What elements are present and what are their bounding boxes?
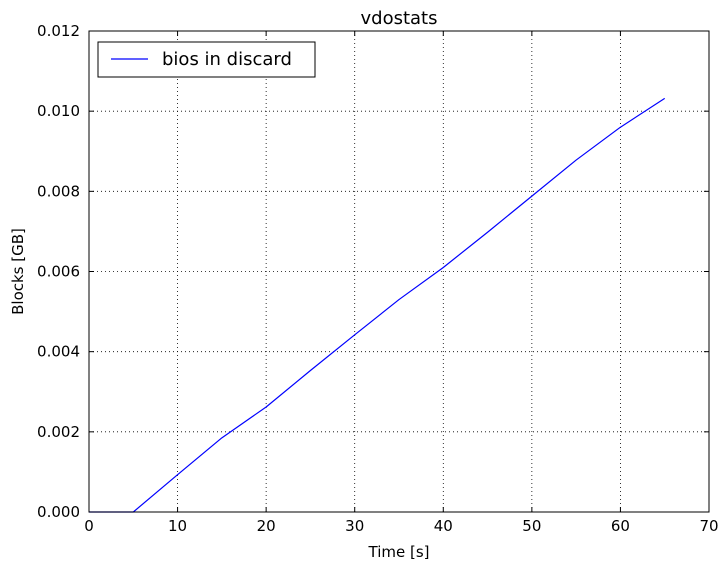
chart-title: vdostats: [361, 8, 438, 29]
x-tick-label: 50: [522, 517, 541, 535]
legend: bios in discard: [97, 41, 316, 78]
x-tick-label: 10: [168, 517, 187, 535]
series-line-bios-in-discard: [89, 97, 666, 513]
y-tick-label: 0.012: [37, 22, 80, 40]
series-layer: [89, 97, 666, 513]
y-tick-label: 0.008: [37, 182, 80, 200]
y-tick-label: 0.000: [37, 503, 80, 521]
grid-layer: [89, 31, 709, 512]
y-tick-label: 0.006: [37, 263, 80, 281]
x-tick-label: 60: [611, 517, 630, 535]
y-axis-label: Blocks [GB]: [9, 228, 27, 315]
legend-label: bios in discard: [162, 49, 292, 70]
x-tick-label: 70: [699, 517, 718, 535]
plot-frame: [88, 30, 710, 513]
y-tick-label: 0.002: [37, 423, 80, 441]
x-tick-label: 0: [84, 517, 94, 535]
tick-label-layer: 0 10 20 30 40 50 60 70 0.000 0.002 0.004 0.006 0.008…: [37, 22, 719, 535]
y-tick-label: 0.004: [37, 343, 80, 361]
x-axis-label: Time [s]: [368, 543, 430, 561]
x-tick-label: 30: [345, 517, 364, 535]
y-tick-label: 0.010: [37, 102, 80, 120]
x-tick-label: 40: [434, 517, 453, 535]
x-tick-label: 20: [257, 517, 276, 535]
